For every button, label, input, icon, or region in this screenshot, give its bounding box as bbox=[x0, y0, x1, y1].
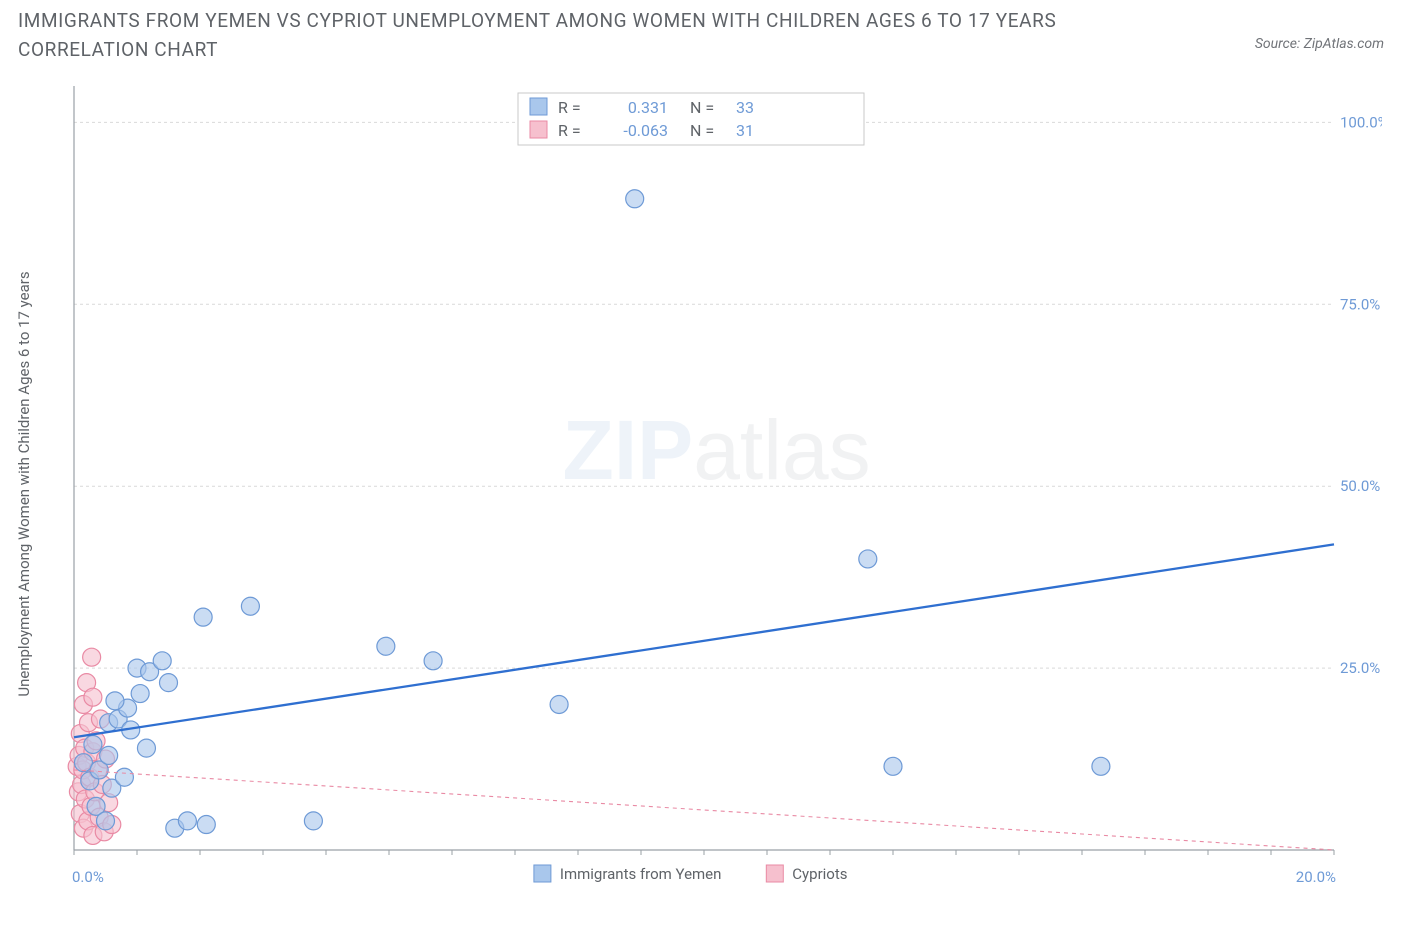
data-point bbox=[106, 692, 124, 710]
stats-r-value: -0.063 bbox=[623, 121, 668, 140]
data-point bbox=[115, 768, 133, 786]
watermark: ZIPatlas bbox=[563, 403, 871, 497]
data-point bbox=[1092, 757, 1110, 775]
y-tick-label: 75.0% bbox=[1340, 295, 1380, 313]
source-prefix: Source: bbox=[1255, 36, 1304, 52]
source-brand: ZipAtlas.com bbox=[1304, 36, 1384, 52]
data-point bbox=[84, 735, 102, 753]
data-point bbox=[859, 550, 877, 568]
x-tick-label: 0.0% bbox=[72, 868, 104, 886]
trend-line bbox=[74, 770, 1334, 850]
data-point bbox=[160, 674, 178, 692]
chart-title: IMMIGRANTS FROM YEMEN VS CYPRIOT UNEMPLO… bbox=[18, 6, 1118, 65]
y-axis-label: Unemployment Among Women with Children A… bbox=[15, 271, 33, 696]
data-point bbox=[137, 739, 155, 757]
data-point bbox=[241, 597, 259, 615]
y-tick-label: 50.0% bbox=[1340, 477, 1380, 495]
y-tick-label: 25.0% bbox=[1340, 659, 1380, 677]
scatter-chart: ZIPatlas 25.0% 50.0% 75.0% 100.0% 0.0% 20.0% R … bbox=[64, 84, 1382, 888]
legend-swatch bbox=[530, 98, 547, 115]
trend-line bbox=[74, 544, 1334, 737]
data-point bbox=[884, 757, 902, 775]
data-point bbox=[194, 608, 212, 626]
stats-n-value: 33 bbox=[736, 98, 754, 117]
bottom-legend: Immigrants from Yemen Cypriots bbox=[534, 865, 848, 883]
data-point bbox=[424, 652, 442, 670]
data-point bbox=[377, 637, 395, 655]
stats-r-value: 0.331 bbox=[628, 98, 668, 117]
x-tick-label: 20.0% bbox=[1296, 868, 1336, 886]
data-point bbox=[131, 685, 149, 703]
data-point bbox=[178, 812, 196, 830]
data-point bbox=[197, 816, 215, 834]
data-point bbox=[84, 688, 102, 706]
data-point bbox=[97, 812, 115, 830]
legend-label: Cypriots bbox=[792, 865, 847, 883]
stats-r-label: R = bbox=[558, 121, 581, 140]
data-point bbox=[550, 695, 568, 713]
data-point bbox=[83, 648, 101, 666]
legend-label: Immigrants from Yemen bbox=[560, 865, 722, 883]
data-point bbox=[100, 746, 118, 764]
y-tick-label: 100.0% bbox=[1340, 113, 1382, 131]
legend-swatch bbox=[534, 865, 551, 882]
data-point bbox=[153, 652, 171, 670]
legend-swatch bbox=[766, 865, 783, 882]
stats-n-label: N = bbox=[690, 121, 714, 140]
stats-n-value: 31 bbox=[736, 121, 754, 140]
source-attribution: Source: ZipAtlas.com bbox=[1255, 36, 1384, 52]
data-point bbox=[304, 812, 322, 830]
data-point bbox=[626, 190, 644, 208]
plot-area: Unemployment Among Women with Children A… bbox=[42, 84, 1382, 888]
stats-n-label: N = bbox=[690, 98, 714, 117]
stats-r-label: R = bbox=[558, 98, 581, 117]
legend-swatch bbox=[530, 121, 547, 138]
